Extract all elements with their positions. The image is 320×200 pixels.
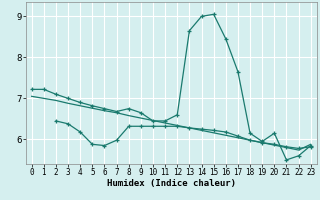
X-axis label: Humidex (Indice chaleur): Humidex (Indice chaleur) bbox=[107, 179, 236, 188]
